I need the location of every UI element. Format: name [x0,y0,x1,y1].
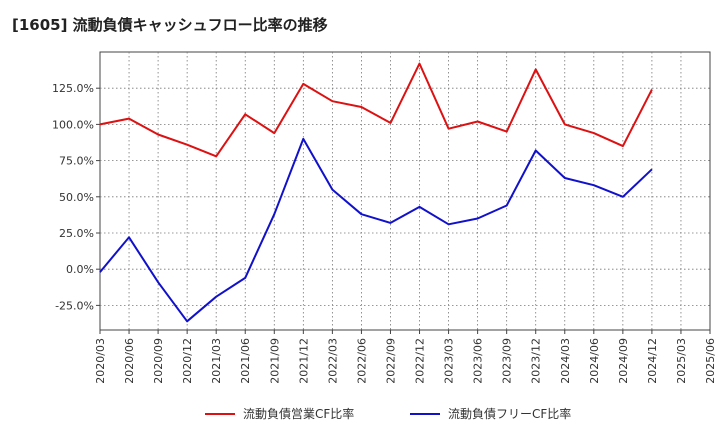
x-tick-label: 2020/09 [152,338,165,384]
x-tick-label: 2021/09 [268,338,281,384]
x-tick-label: 2022/09 [384,338,397,384]
y-tick-label: 25.0% [59,227,94,240]
x-tick-label: 2025/06 [704,338,717,384]
y-tick-label: 75.0% [59,155,94,168]
y-axis-ticks: -25.0% 0.0% 25.0% 50.0% 75.0% 100.0% 125.0% [52,82,100,312]
x-tick-label: 2025/03 [675,338,688,384]
x-tick-label: 2024/06 [588,338,601,384]
y-tick-label: 50.0% [59,191,94,204]
x-tick-label: 2022/12 [414,338,427,384]
grid-layer [100,52,710,330]
series-line-1 [99,62,653,158]
x-tick-label: 2024/03 [559,338,572,384]
x-tick-label: 2021/12 [297,338,310,384]
x-tick-label: 2020/03 [94,338,107,384]
x-tick-label: 2021/03 [210,338,223,384]
x-tick-label: 2021/06 [239,338,252,384]
series-layer [99,62,653,323]
y-tick-label: 125.0% [52,82,94,95]
chart-title: [1605] 流動負債キャッシュフロー比率の推移 [12,16,328,34]
series-line-2 [99,137,653,323]
x-axis-ticks: 2020/03 2020/06 2020/09 2020/12 2021/03 2021/… [94,330,717,384]
legend-label: 流動負債営業CF比率 [243,406,354,421]
legend-label: 流動負債フリーCF比率 [448,406,571,421]
x-tick-label: 2020/12 [181,338,194,384]
y-tick-label: -25.0% [55,299,94,312]
x-tick-label: 2023/03 [443,338,456,384]
x-tick-label: 2023/09 [501,338,514,384]
x-tick-label: 2024/12 [646,338,659,384]
x-tick-label: 2020/06 [123,338,136,384]
x-tick-label: 2022/06 [355,338,368,384]
legend: 流動負債営業CF比率 流動負債フリーCF比率 [205,406,571,421]
y-tick-label: 0.0% [66,263,94,276]
y-tick-label: 100.0% [52,118,94,131]
x-tick-label: 2022/03 [326,338,339,384]
x-tick-label: 2023/12 [530,338,543,384]
x-tick-label: 2023/06 [472,338,485,384]
x-tick-label: 2024/09 [617,338,630,384]
